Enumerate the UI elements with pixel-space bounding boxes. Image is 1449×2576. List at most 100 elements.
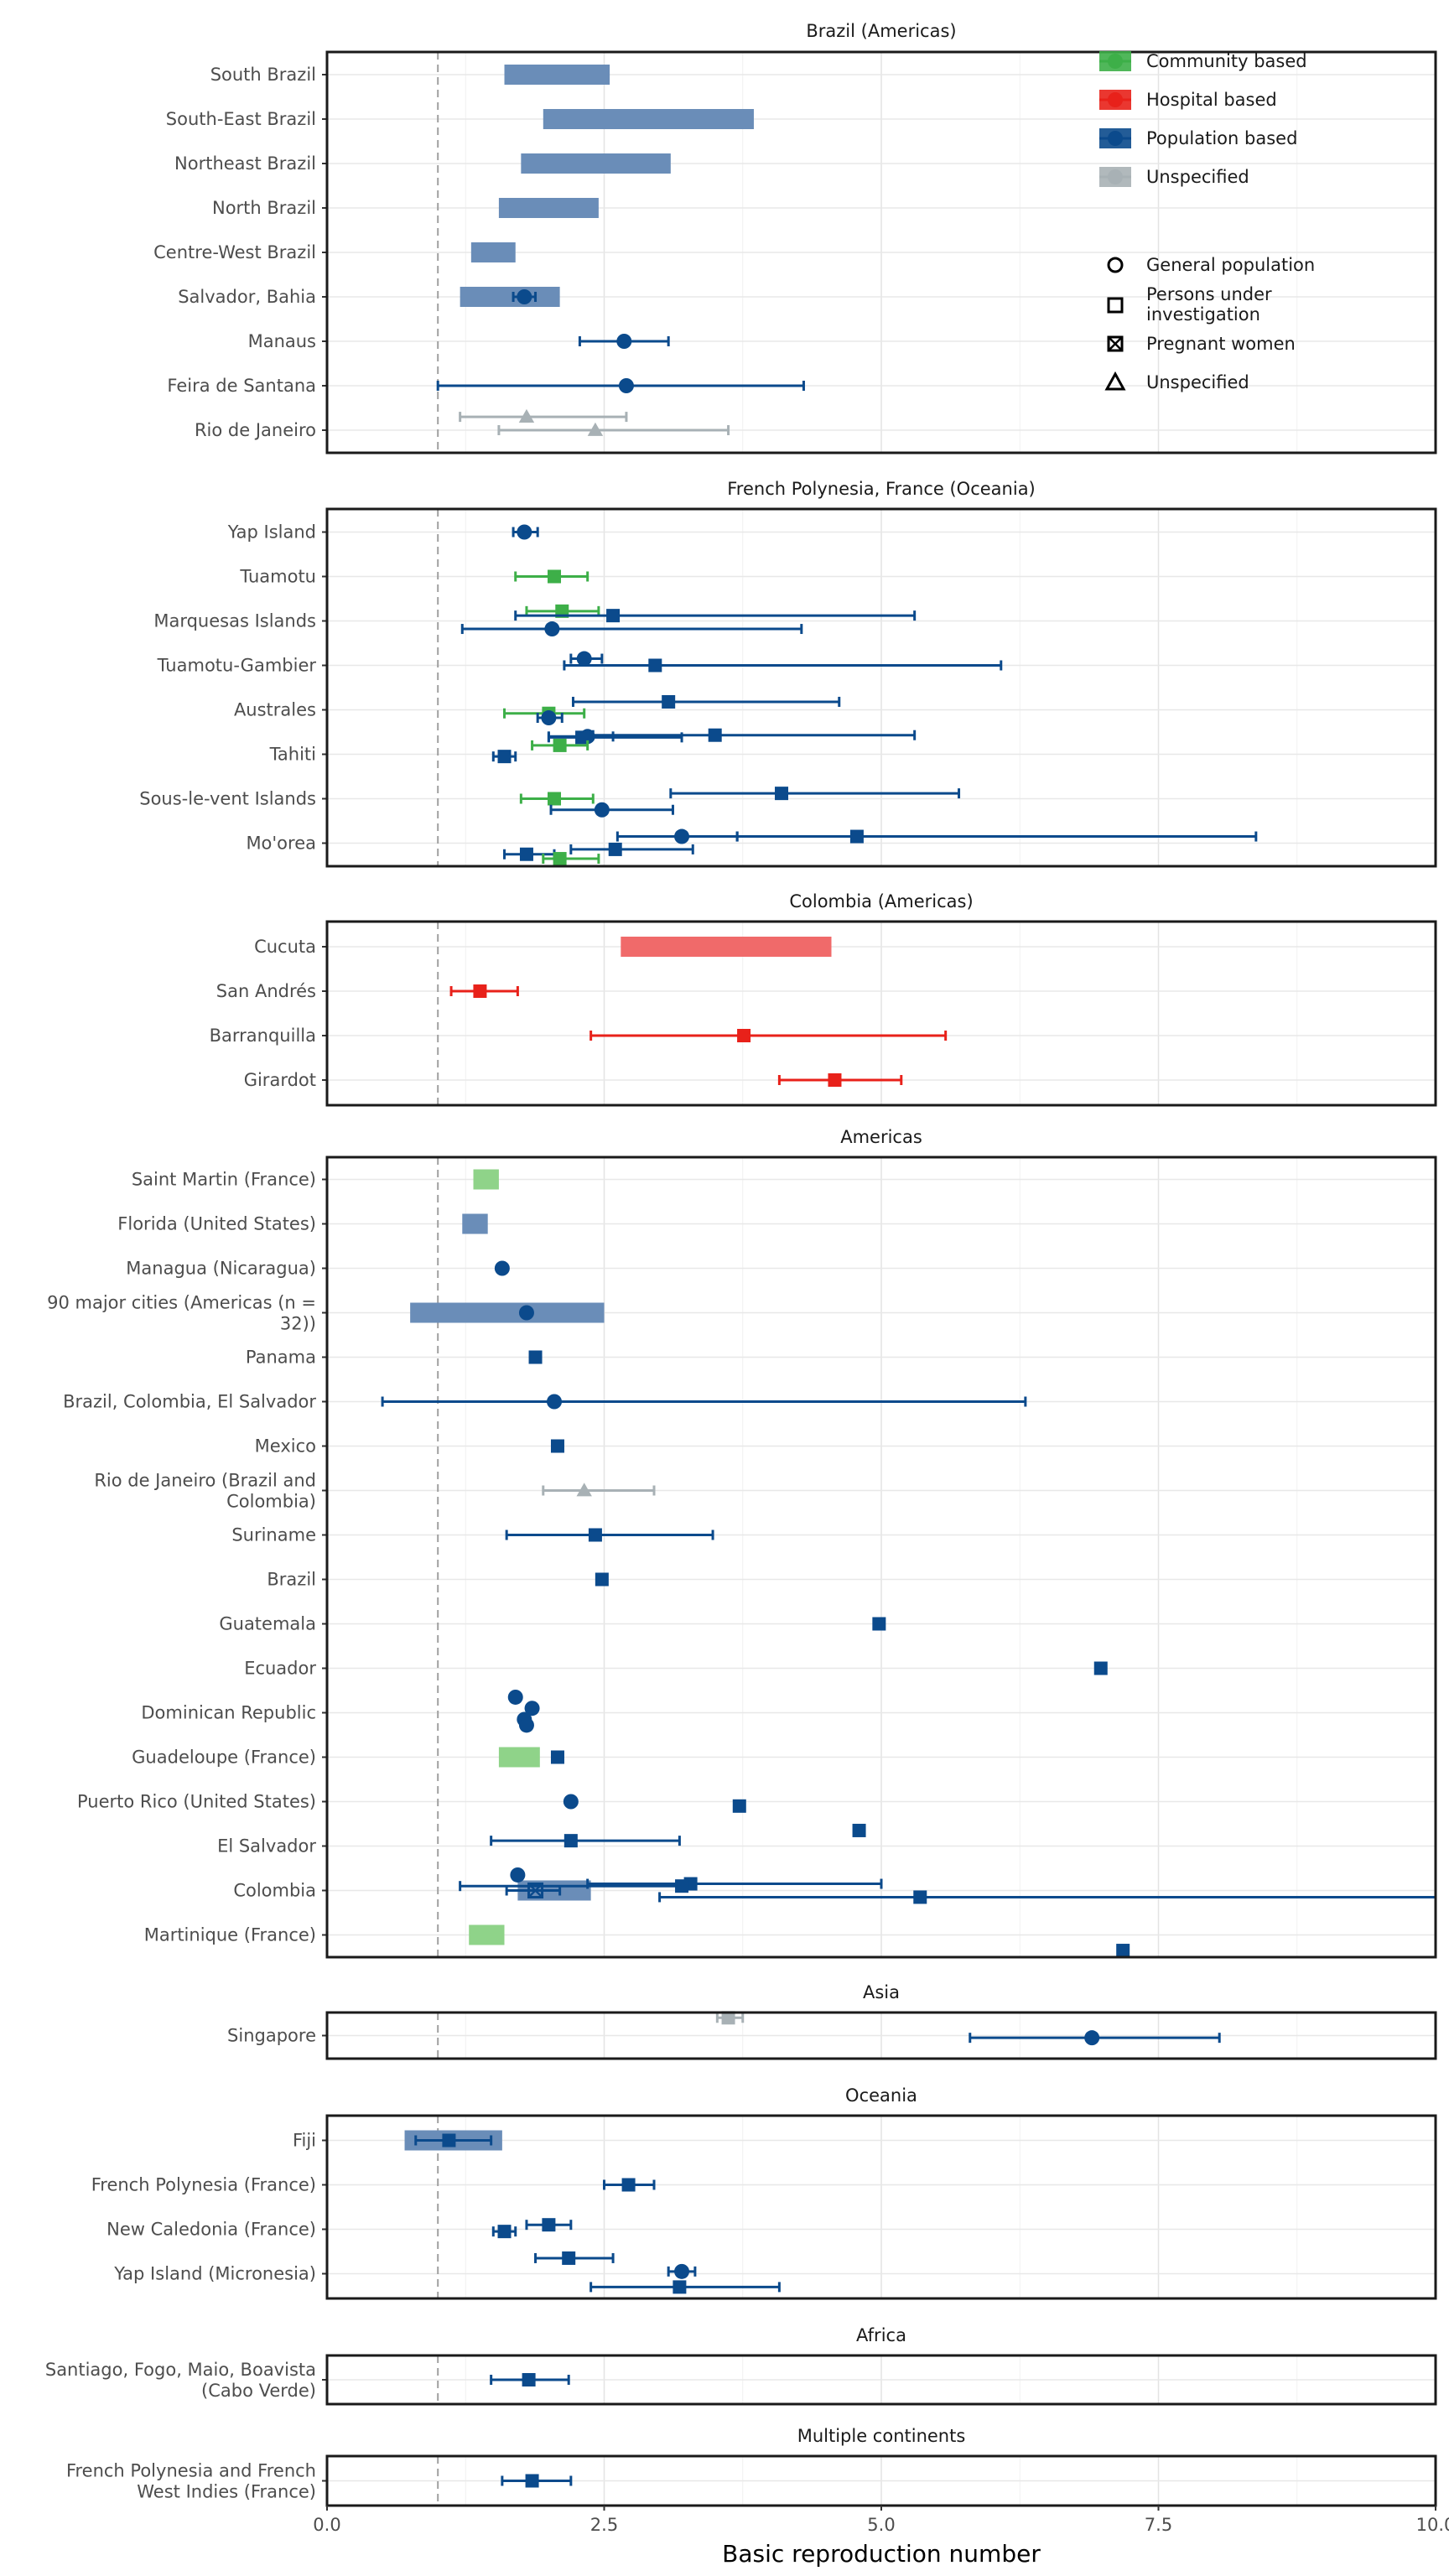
marker-square (497, 750, 512, 764)
marker-square-x (527, 1883, 544, 1898)
point-circle (1084, 2030, 1100, 2046)
point-square (675, 1879, 689, 1893)
marker-square (542, 2218, 556, 2232)
point-square (1116, 1944, 1130, 1958)
category-label: Tuamotu (239, 567, 316, 587)
panel-title: Oceania (845, 2085, 917, 2106)
point-square (621, 2178, 636, 2192)
legend-shape-cross (1108, 336, 1123, 351)
marker-square (522, 2373, 536, 2386)
panel-title: Brazil (Americas) (806, 21, 956, 41)
point-square (442, 2133, 456, 2148)
point-square (673, 2280, 687, 2294)
marker-square (473, 984, 487, 998)
range-bar (498, 1747, 540, 1768)
marker-square (519, 847, 533, 861)
marker-square (548, 569, 562, 584)
marker-square (525, 2474, 539, 2488)
legend-item-population: General population (1107, 255, 1315, 275)
category-label: North Brazil (212, 198, 316, 218)
marker-circle (518, 1717, 534, 1733)
legend-item-setting: Population based (1099, 128, 1297, 148)
category-label: Guatemala (219, 1614, 316, 1634)
category-label: Mexico (255, 1436, 316, 1457)
marker-square (1116, 1944, 1130, 1958)
range-bar (498, 198, 599, 218)
category-label: Florida (United States) (117, 1214, 316, 1234)
point-circle (517, 289, 532, 304)
legend-label: Pregnant women (1146, 334, 1296, 354)
legend-label: Hospital based (1146, 90, 1277, 110)
point-square (872, 1617, 886, 1631)
marker-circle (616, 334, 632, 349)
point-square (522, 2373, 536, 2386)
marker-circle (1108, 54, 1123, 69)
point-square (550, 1750, 564, 1764)
legend-shape-triangle (1104, 371, 1126, 391)
point-square (575, 730, 589, 745)
point-square (497, 750, 512, 764)
marker-square (528, 1350, 543, 1364)
point-circle (594, 802, 610, 818)
marker-square (442, 2133, 456, 2148)
marker-square (913, 1890, 927, 1904)
panel-border (325, 2354, 1437, 2406)
category-label-line: Santiago, Fogo, Maio, Boavista (45, 2360, 316, 2380)
point-square (1093, 1661, 1108, 1675)
point-square (548, 792, 562, 806)
marker-square (497, 2225, 512, 2239)
legend-label-line: investigation (1146, 304, 1260, 325)
legend-label: Persons under investigation (1146, 284, 1272, 325)
category-label: Panama (246, 1348, 316, 1368)
panel-title: Multiple continents (797, 2426, 966, 2446)
category-label: Guadeloupe (France) (132, 1748, 316, 1768)
marker-square (550, 1750, 564, 1764)
point-square (721, 2011, 735, 2025)
category-label: Santiago, Fogo, Maio, Boavista (Cabo Verd… (45, 2360, 316, 2401)
panel-title: French Polynesia, France (Oceania) (727, 479, 1036, 499)
legend-item-setting: Hospital based (1099, 90, 1277, 110)
legend-item-setting: Unspecified (1099, 167, 1249, 187)
legend-shape-square (1107, 297, 1124, 314)
marker-circle (494, 1260, 510, 1276)
category-label: Tahiti (269, 745, 316, 765)
panel-border (325, 507, 1437, 868)
point-circle (1108, 92, 1123, 107)
category-label: Sous-le-vent Islands (139, 789, 316, 809)
category-label: 90 major cities (Americas (n = 32)) (47, 1293, 316, 1334)
point-circle (544, 621, 560, 637)
category-label: Girardot (244, 1070, 316, 1090)
marker-triangle (576, 1483, 592, 1497)
category-label: South Brazil (210, 65, 316, 85)
range-bar (543, 109, 754, 129)
panel-title: Colombia (Americas) (789, 891, 973, 911)
point-square (595, 1572, 609, 1587)
marker-square (553, 852, 567, 866)
marker-circle (563, 1794, 579, 1810)
point-square (553, 852, 567, 866)
marker-square (648, 658, 662, 673)
range-bar (460, 287, 560, 307)
marker-square (852, 1823, 866, 1837)
range-bar (521, 153, 671, 174)
marker-circle (1108, 131, 1123, 146)
marker-square (675, 1879, 689, 1893)
category-label: Rio de Janeiro (Brazil and Colombia) (94, 1471, 316, 1512)
point-square (519, 847, 533, 861)
category-label: Marquesas Islands (153, 611, 316, 631)
point-square (606, 609, 621, 623)
point-circle (1108, 131, 1123, 146)
category-label: Puerto Rico (United States) (77, 1792, 316, 1812)
marker-square (588, 1528, 602, 1542)
category-label: Singapore (227, 2026, 316, 2046)
point-square (564, 1834, 578, 1848)
category-label: Colombia (233, 1881, 316, 1901)
marker-circle (547, 1394, 563, 1410)
marker-circle (541, 710, 557, 726)
marker-circle (674, 828, 690, 844)
point-square (542, 2218, 556, 2232)
marker-square (708, 728, 722, 742)
marker-square (575, 730, 589, 745)
marker-circle (1084, 2030, 1100, 2046)
